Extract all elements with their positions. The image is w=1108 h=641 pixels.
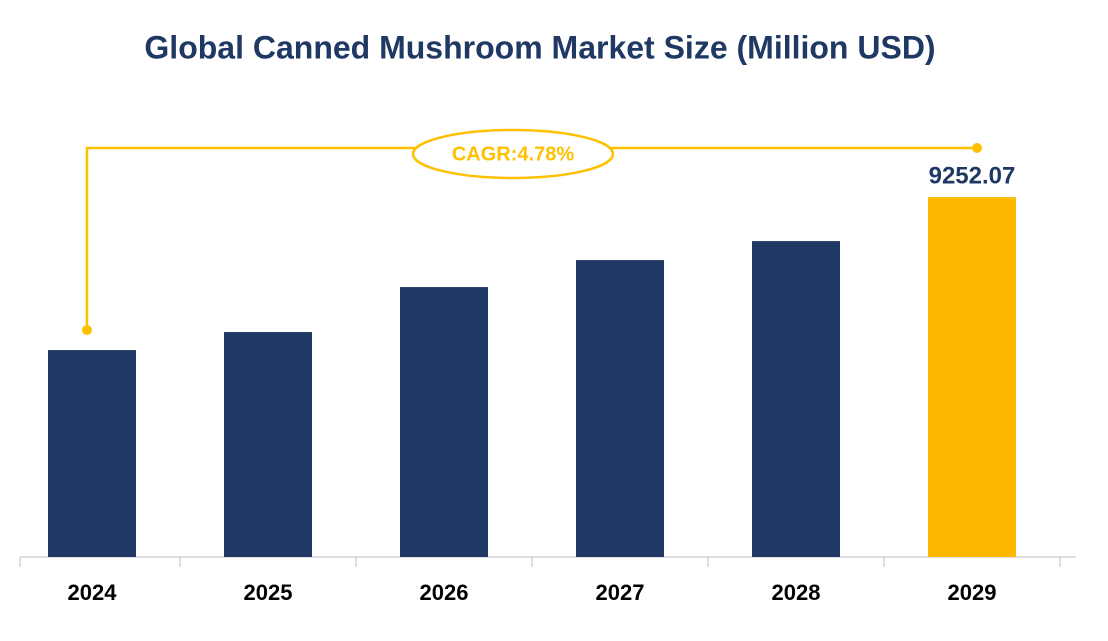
bar [928, 197, 1016, 557]
x-tick-label: 2025 [244, 580, 293, 605]
bar [400, 287, 488, 557]
x-tick-label: 2026 [420, 580, 469, 605]
cagr-dot [972, 143, 982, 153]
cagr-label: CAGR:4.78% [452, 143, 574, 165]
x-tick-label: 2027 [596, 580, 645, 605]
value-label: 9252.07 [929, 162, 1016, 189]
x-tick-label: 2028 [772, 580, 821, 605]
cagr-ellipse [411, 128, 615, 180]
bar [48, 350, 136, 557]
bar [224, 332, 312, 557]
cagr-bracket [85, 146, 977, 331]
chart-title: Global Canned Mushroom Market Size (Mill… [144, 29, 935, 65]
x-tick-label: 2024 [68, 580, 118, 605]
bar [752, 241, 840, 558]
bar [576, 260, 664, 557]
x-tick-label: 2029 [948, 580, 997, 605]
cagr-dot [82, 325, 92, 336]
